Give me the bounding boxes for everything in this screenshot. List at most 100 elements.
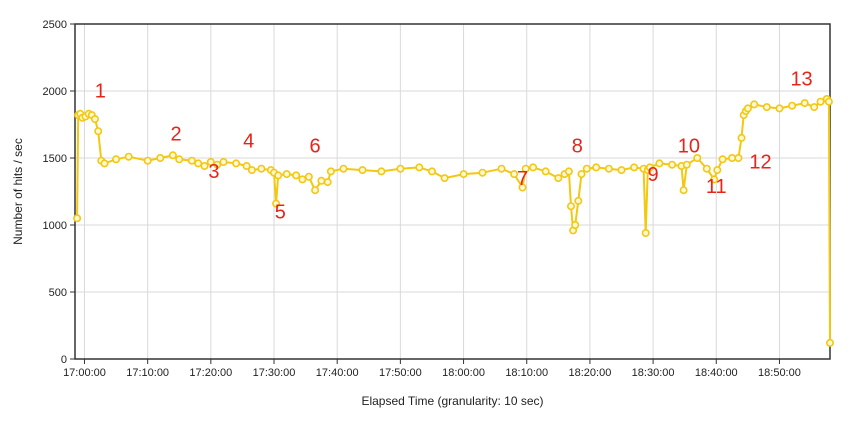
data-point — [762, 103, 771, 112]
data-point — [510, 170, 519, 179]
data-point — [518, 183, 527, 192]
data-point — [604, 164, 613, 173]
y-axis-ticks: 0 500 1000 1500 2000 2500 — [43, 19, 75, 366]
data-point — [298, 175, 307, 184]
data-point — [206, 158, 215, 167]
data-point — [682, 160, 691, 169]
data-point — [750, 100, 759, 109]
data-point — [304, 172, 313, 181]
data-point — [617, 166, 626, 175]
data-point — [574, 196, 583, 205]
annotation-label: 9 — [648, 164, 659, 186]
data-point — [718, 155, 727, 164]
y-axis-title: Number of hits / sec — [11, 138, 25, 245]
data-point — [94, 127, 103, 136]
data-point — [824, 97, 833, 106]
data-point — [775, 104, 784, 113]
data-point — [247, 166, 256, 175]
y-tick-label: 500 — [49, 287, 67, 299]
data-point — [645, 163, 654, 172]
data-point — [187, 156, 196, 165]
annotation-label: 3 — [208, 161, 219, 183]
data-point — [571, 221, 580, 230]
data-point — [728, 154, 737, 163]
series-line — [76, 98, 831, 343]
data-point — [194, 159, 203, 168]
data-point — [168, 151, 177, 160]
data-point — [713, 166, 722, 175]
data-point — [529, 163, 538, 172]
annotation-label: 2 — [171, 124, 182, 146]
data-point — [440, 174, 449, 183]
x-axis-ticks: 17:00:00 17:10:00 17:20:00 17:30:00 17:40:00… — [63, 359, 801, 379]
annotation-label: 12 — [749, 152, 771, 174]
data-point — [554, 174, 563, 183]
x-tick-label: 18:00:00 — [442, 367, 485, 379]
data-point — [564, 167, 573, 176]
x-tick-label: 17:20:00 — [189, 367, 232, 379]
data-point — [317, 176, 326, 185]
data-point — [292, 171, 301, 180]
data-point — [427, 167, 436, 176]
data-point — [358, 166, 367, 175]
data-point — [788, 101, 797, 110]
data-point — [124, 152, 133, 161]
data-point — [323, 178, 332, 187]
data-point — [734, 154, 743, 163]
annotation-label: 11 — [706, 176, 727, 198]
data-point — [100, 159, 109, 168]
data-point — [816, 97, 825, 106]
data-point — [541, 167, 550, 176]
data-point — [668, 160, 677, 169]
x-tick-label: 17:10:00 — [126, 367, 169, 379]
data-point — [200, 162, 209, 171]
x-tick-label: 18:20:00 — [569, 367, 612, 379]
data-point — [737, 133, 746, 142]
data-point — [478, 168, 487, 177]
data-point — [710, 175, 719, 184]
x-tick-label: 17:40:00 — [316, 367, 359, 379]
data-point — [213, 160, 222, 169]
data-point — [679, 186, 688, 195]
x-tick-label: 18:30:00 — [632, 367, 675, 379]
y-tick-label: 1500 — [43, 153, 67, 165]
data-point — [521, 164, 530, 173]
y-tick-label: 0 — [61, 354, 67, 366]
data-point — [825, 338, 834, 347]
x-tick-label: 18:10:00 — [505, 367, 548, 379]
data-point — [459, 170, 468, 179]
series-layer — [73, 95, 834, 347]
data-point — [274, 171, 283, 180]
data-point — [415, 163, 424, 172]
data-point — [800, 99, 809, 108]
data-point — [577, 170, 586, 179]
x-tick-label: 18:50:00 — [758, 367, 801, 379]
annotation-label: 1 — [95, 81, 106, 103]
annotation-label: 5 — [275, 201, 286, 223]
x-tick-label: 17:30:00 — [253, 367, 296, 379]
y-tick-label: 1000 — [43, 220, 67, 232]
annotation-label: 10 — [678, 136, 700, 158]
data-point — [311, 186, 320, 195]
data-point — [112, 155, 121, 164]
data-point — [326, 167, 335, 176]
data-point — [582, 164, 591, 173]
y-tick-label: 2000 — [43, 86, 67, 98]
annotation-label: 4 — [243, 130, 254, 152]
data-point — [592, 163, 601, 172]
x-tick-label: 17:50:00 — [379, 367, 422, 379]
data-point — [91, 115, 100, 124]
annotation-label: 8 — [572, 136, 583, 158]
data-point — [282, 170, 291, 179]
data-point — [257, 164, 266, 173]
data-point — [175, 155, 184, 164]
y-tick-label: 2500 — [43, 19, 67, 31]
annotation-label: 6 — [310, 136, 321, 158]
data-point — [655, 159, 664, 168]
x-tick-label: 18:40:00 — [695, 367, 738, 379]
data-point — [73, 214, 82, 223]
x-axis-title: Elapsed Time (granularity: 10 sec) — [361, 394, 543, 408]
x-tick-label: 17:00:00 — [63, 367, 106, 379]
